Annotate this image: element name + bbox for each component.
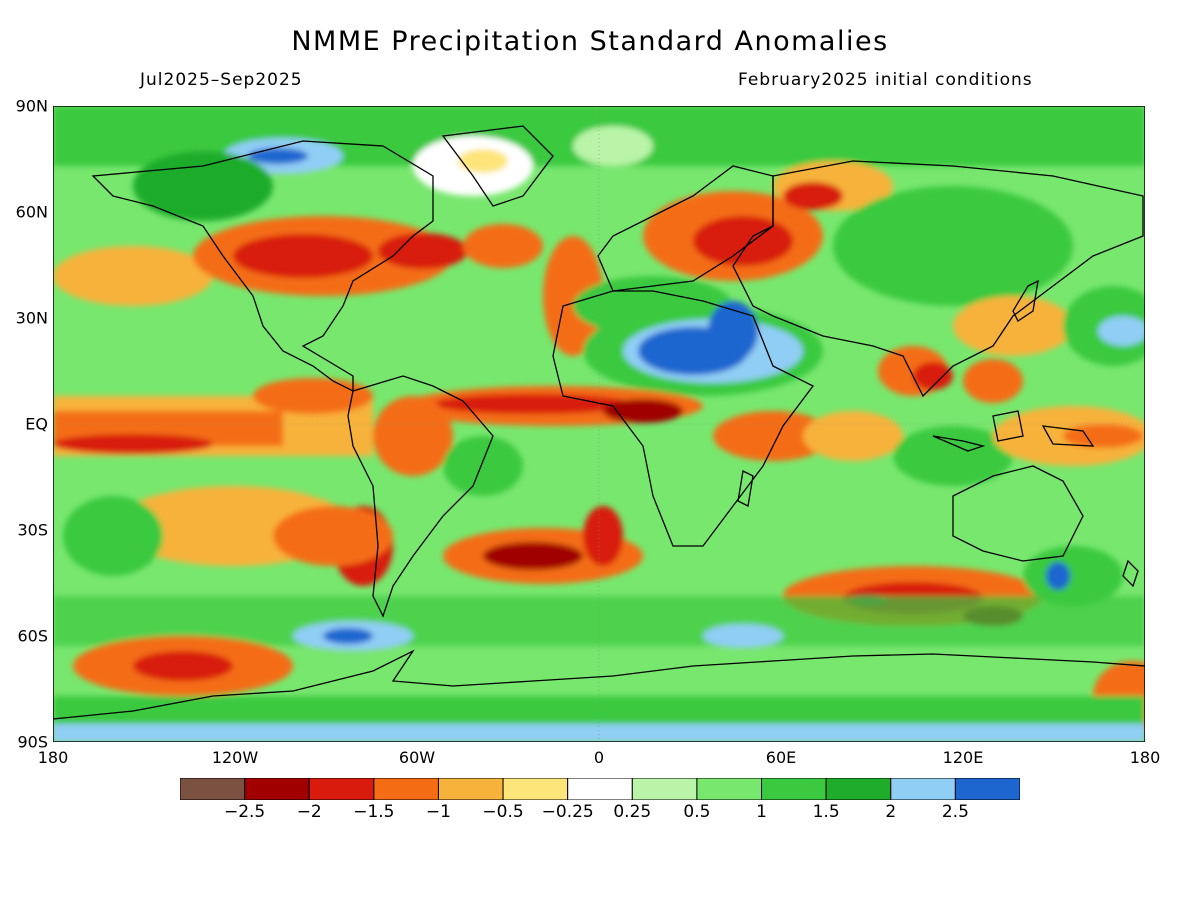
lon-label: 180 [1129,748,1161,767]
colorbar-swatch [761,778,827,800]
colorbar-swatch [631,778,698,800]
colorbar-tick-label: −2 [296,802,322,822]
colorbar-tick-label: −2.5 [223,802,266,822]
lat-label: 60N [15,202,48,222]
colorbar-tick-label: −1 [425,802,451,822]
colorbar-swatch [954,778,1020,800]
colorbar-tick-label: −0.25 [541,802,594,822]
map-svg [53,106,1145,742]
forecast-period: Jul2025–Sep2025 [140,70,303,90]
colorbar-tick-label: 0.5 [683,802,711,822]
colorbar-tick-label: 2 [885,802,897,822]
initial-conditions: February2025 initial conditions [738,70,1033,90]
lat-label: EQ [25,414,48,434]
colorbar-swatch [825,778,892,800]
colorbar [180,778,1020,800]
colorbar-tick-label: 0.25 [613,802,652,822]
colorbar-tick-label: −1.5 [353,802,395,822]
colorbar-swatch [244,778,310,800]
lon-label: 60E [765,748,797,767]
lon-label: 60W [398,748,436,767]
colorbar-swatch [696,778,763,800]
lat-label: 60S [17,626,48,646]
colorbar-tick-label: 1.5 [812,802,840,822]
lon-label: 0 [593,748,605,767]
coastlines [53,125,1145,720]
lon-label: 120W [211,748,259,767]
colorbar-swatch [890,778,956,800]
colorbar-swatch [373,778,439,800]
lon-label: 180 [37,748,69,767]
colorbar-swatch [567,778,633,800]
anomaly-map [53,106,1145,742]
lat-label: 30N [15,308,48,328]
colorbar-tick-label: −0.5 [482,802,524,822]
colorbar-tick-label: 2.5 [941,802,969,822]
colorbar-swatch [502,778,569,800]
colorbar-tick-label: 1 [756,802,767,822]
lat-label: 90S [17,732,48,752]
lon-label: 120E [942,748,984,767]
anomaly-field [53,106,1145,742]
colorbar-swatch [308,778,375,800]
map-title: NMME Precipitation Standard Anomalies [291,26,889,57]
lat-label: 30S [17,520,48,540]
lat-label: 90N [15,96,48,116]
colorbar-swatch [180,778,246,800]
colorbar-swatch [437,778,504,800]
